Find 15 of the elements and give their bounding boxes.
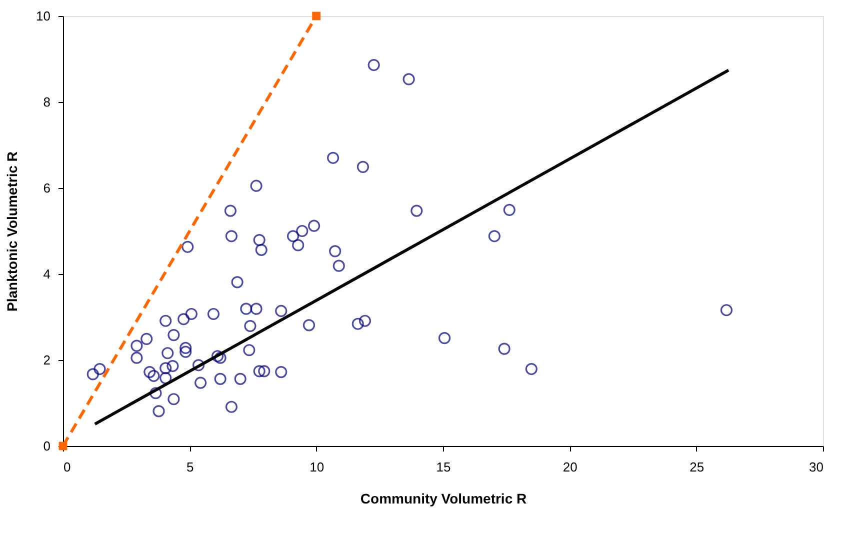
y-tick-label: 10 [36, 8, 50, 24]
y-tick-label: 6 [43, 180, 50, 196]
x-tick-label: 5 [186, 460, 194, 474]
x-tick-label: 15 [436, 460, 451, 474]
y-axis-title: Planktonic Volumetric R [4, 152, 20, 312]
x-axis-title: Community Volumetric R [360, 490, 527, 506]
x-tick-label: 10 [310, 460, 324, 474]
x-tick-label: 20 [562, 460, 578, 474]
y-tick-label: 8 [43, 94, 50, 110]
x-tick-label: 25 [690, 460, 704, 474]
y-tick-label: 0 [43, 438, 50, 454]
x-tick-label: 0 [64, 460, 71, 474]
y-tick-label: 2 [43, 352, 50, 368]
y-tick-label: 4 [43, 266, 50, 282]
x-tick-label: 30 [809, 460, 824, 474]
